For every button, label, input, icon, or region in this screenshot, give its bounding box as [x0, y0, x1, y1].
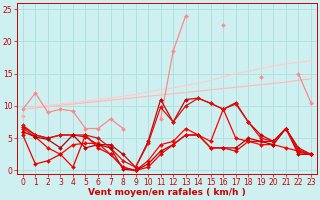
X-axis label: Vent moyen/en rafales ( km/h ): Vent moyen/en rafales ( km/h ) [88, 188, 246, 197]
